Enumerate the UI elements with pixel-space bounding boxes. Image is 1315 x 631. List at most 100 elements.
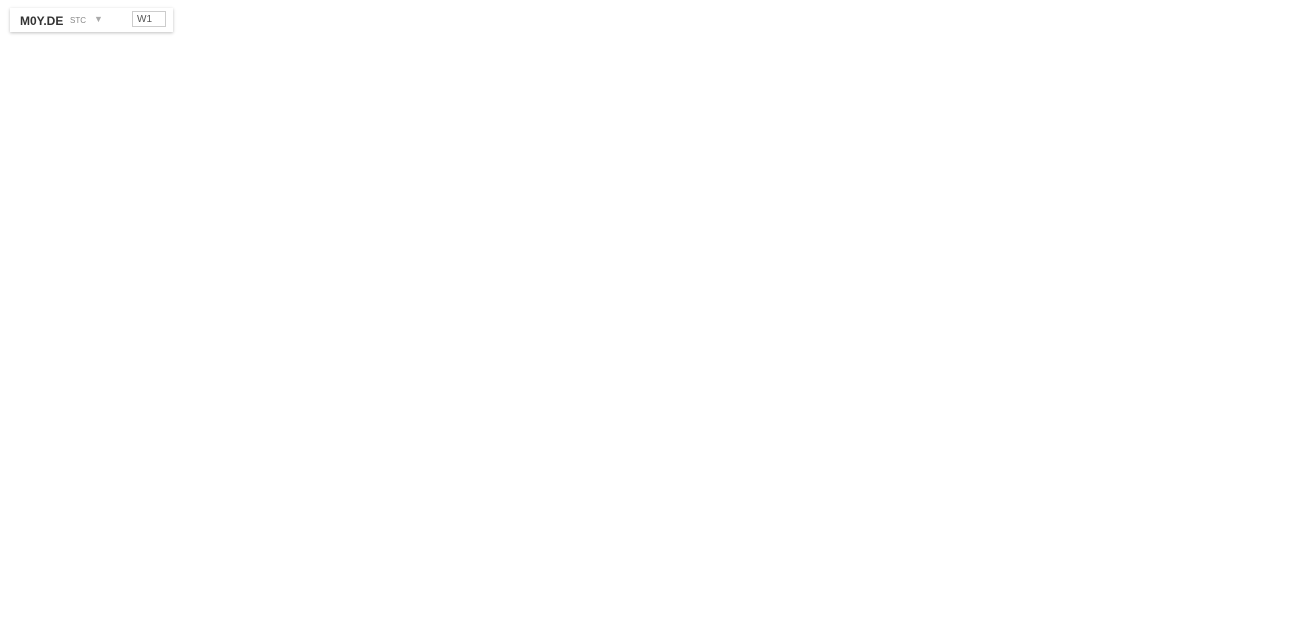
candle-body [216, 209, 225, 250]
candle-body [14, 169, 23, 184]
candle-body [183, 183, 192, 193]
y-tick-label: 28.68 [1256, 300, 1286, 314]
y-tick-label: 70.0 [1256, 471, 1280, 485]
candle-body [689, 117, 698, 148]
candle-body [0, 169, 6, 179]
countdown: 05d 11h [1192, 393, 1242, 409]
candle-body [571, 214, 580, 237]
candle-body [453, 258, 462, 281]
candle-body [537, 249, 546, 303]
candle-body [554, 236, 563, 250]
y-tick-label: 100.0 [1256, 420, 1286, 434]
symbol-box[interactable]: M0Y.DE STC ▼ W1 [10, 8, 173, 32]
legend-icon: ≡✖ [5, 376, 19, 387]
ema-line [845, 192, 1133, 242]
y-tick-label: 86.32 [1256, 46, 1286, 60]
candle-body [976, 271, 985, 281]
y-tick-label: 45.15 [1256, 228, 1286, 242]
candle-body [874, 161, 883, 179]
y-tick-label: 3.98 [1256, 409, 1280, 423]
candle-body [706, 117, 715, 126]
y-tick-label: 36.92 [1256, 264, 1286, 278]
candle-body [1043, 284, 1052, 316]
candle-body [858, 134, 867, 162]
candle-body [115, 200, 124, 215]
candle-body [402, 249, 411, 267]
candle-body [351, 249, 360, 263]
candle-body [1094, 341, 1103, 365]
level-tag [1217, 471, 1247, 488]
last-price-tag [1242, 358, 1303, 377]
candle-body [588, 214, 597, 219]
candle-body [48, 192, 57, 201]
candle-body [267, 275, 276, 294]
candle-body [284, 271, 293, 276]
candle-body [436, 271, 445, 281]
y-tick-label: 30.0 [1256, 540, 1280, 554]
legend-icon: ≡✖ [5, 390, 19, 401]
market: STC [70, 16, 86, 25]
x-tick-label: 04.07.2021 [815, 606, 875, 620]
legend-value: 33.4 [86, 593, 106, 604]
x-tick-label: 01.09.2019 [410, 606, 470, 620]
candle-body [64, 196, 73, 201]
x-tick-label: 22.11.2020 [681, 606, 740, 620]
candle-body [486, 214, 495, 267]
legend-value: 43.98 [97, 404, 122, 415]
candle-body [638, 108, 647, 126]
candle-body [891, 134, 900, 179]
x-tick-label: 10.06.2018 [140, 606, 200, 620]
y-tick-label: 61.62 [1256, 155, 1286, 169]
candle-body [1128, 367, 1137, 371]
candle-body [132, 196, 141, 201]
candle-body [1026, 297, 1035, 316]
candle-body [993, 280, 1002, 285]
x-tick-label: 30.10.2022 [1085, 606, 1145, 620]
last-price-label: 15.10 [1256, 360, 1286, 374]
candle-body [334, 236, 343, 250]
x-tick-label: 13.02.2022 [950, 606, 1010, 620]
candle-body [318, 227, 327, 237]
candle-body [942, 249, 951, 267]
candle-body [925, 222, 934, 250]
candle-body [81, 196, 90, 210]
ema-line [423, 155, 1133, 258]
x-tick-label: 12.04.2020 [545, 606, 605, 620]
y-tick-label: 69.85 [1256, 119, 1286, 133]
interval[interactable]: W1 [132, 11, 166, 27]
candle-body [250, 271, 259, 294]
legend-name: EMA [100, 0] [32, 390, 89, 401]
x-tick-label: 11.06.2023 [1221, 606, 1280, 620]
candle-body [655, 125, 664, 170]
candle-body [149, 178, 158, 197]
legend-name: RSI [14] [32, 593, 68, 604]
candle-body [790, 108, 799, 118]
candle-body [621, 108, 630, 157]
y-tick-label: 53.39 [1256, 191, 1286, 205]
y-tick-label: 78.09 [1256, 82, 1286, 96]
candle-body [98, 209, 107, 215]
x-tick-label: 20.01.2019 [275, 606, 335, 620]
candle-body [739, 72, 748, 153]
candle-body [604, 156, 613, 219]
legend-value: 30.58 [97, 376, 122, 387]
candle-body [773, 117, 782, 162]
legend-name: EMA [200, 0] [32, 404, 89, 415]
legend-value: 40.22 [97, 390, 122, 401]
candle-body [385, 240, 394, 250]
candle-body [233, 249, 242, 272]
candle-body [959, 266, 968, 272]
candle-body [824, 77, 833, 100]
dropdown-arrow[interactable]: ▼ [94, 14, 103, 24]
candle-body [1009, 284, 1018, 298]
symbol[interactable]: M0Y.DE [20, 14, 64, 28]
y-tick-label: 0.0 [1256, 591, 1273, 605]
candle-body [1060, 284, 1069, 303]
rsi-line [68, 470, 1133, 563]
candle-body [807, 77, 816, 109]
candle-body [520, 222, 529, 303]
y-tick-label: 12.22 [1256, 373, 1286, 387]
ema-line [203, 129, 1133, 301]
candle-body [1077, 302, 1086, 342]
